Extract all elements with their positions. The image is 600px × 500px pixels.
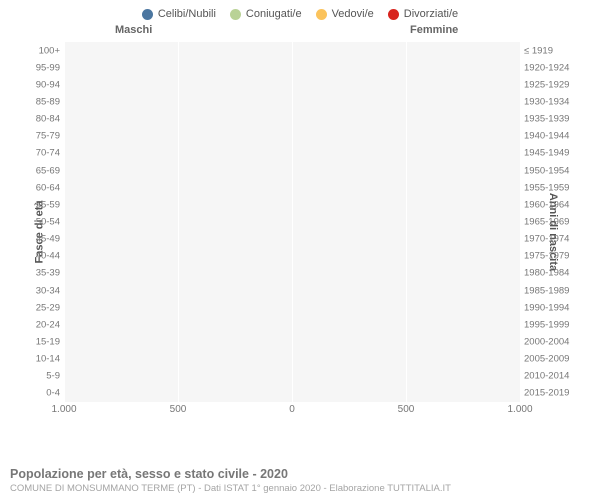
age-label: 25-29 [36, 303, 60, 313]
age-label: 35-39 [36, 269, 60, 279]
age-label: 30-34 [36, 286, 60, 296]
legend-swatch [230, 9, 241, 20]
legend-label: Vedovi/e [332, 8, 374, 20]
legend-swatch [316, 9, 327, 20]
pyramid-row [64, 351, 520, 368]
age-label: 55-59 [36, 200, 60, 210]
legend-item: Celibi/Nubili [142, 8, 216, 20]
birth-year-label: 1970-1974 [524, 234, 569, 244]
pyramid-row [64, 316, 520, 333]
pyramid-row [64, 333, 520, 350]
legend-label: Divorziati/e [404, 8, 458, 20]
birth-year-label: 1930-1934 [524, 97, 569, 107]
x-tick-label: 1.000 [507, 404, 532, 415]
birth-year-label: 1985-1989 [524, 286, 569, 296]
birth-year-label: 1950-1954 [524, 166, 569, 176]
pyramid-row [64, 265, 520, 282]
birth-year-label: ≤ 1919 [524, 46, 553, 56]
legend: Celibi/Nubili Coniugati/e Vedovi/e Divorzia… [0, 0, 600, 24]
birth-year-labels: 2015-2019 2010-2014 2005-2009 2000-2004 1995… [524, 42, 580, 422]
pyramid-row [64, 59, 520, 76]
birth-year-label: 2015-2019 [524, 389, 569, 399]
pyramid-row [64, 248, 520, 265]
chart-source: COMUNE DI MONSUMMANO TERME (PT) - Dati I… [10, 483, 590, 494]
pyramid-row [64, 128, 520, 145]
age-label: 100+ [39, 46, 60, 56]
pyramid-row [64, 299, 520, 316]
birth-year-label: 1940-1944 [524, 132, 569, 142]
gender-headers: Maschi Femmine [0, 24, 600, 42]
pyramid-row [64, 42, 520, 59]
birth-year-label: 1955-1959 [524, 183, 569, 193]
legend-label: Coniugati/e [246, 8, 302, 20]
birth-year-label: 1920-1924 [524, 63, 569, 73]
legend-item: Vedovi/e [316, 8, 374, 20]
birth-year-label: 1975-1979 [524, 252, 569, 262]
birth-year-label: 1965-1969 [524, 217, 569, 227]
birth-year-label: 1960-1964 [524, 200, 569, 210]
pyramid-row [64, 196, 520, 213]
pyramid-row [64, 213, 520, 230]
header-male: Maschi [115, 24, 152, 36]
birth-year-label: 1995-1999 [524, 320, 569, 330]
age-label: 50-54 [36, 217, 60, 227]
birth-year-label: 2010-2014 [524, 372, 569, 382]
legend-swatch [142, 9, 153, 20]
age-label: 85-89 [36, 97, 60, 107]
age-label: 65-69 [36, 166, 60, 176]
birth-year-label: 1990-1994 [524, 303, 569, 313]
legend-swatch [388, 9, 399, 20]
x-tick-label: 500 [398, 404, 415, 415]
pyramid-row [64, 385, 520, 402]
chart-title: Popolazione per età, sesso e stato civil… [10, 467, 590, 481]
legend-item: Coniugati/e [230, 8, 302, 20]
pyramid-row [64, 76, 520, 93]
age-label: 70-74 [36, 149, 60, 159]
age-label: 80-84 [36, 114, 60, 124]
age-label: 40-44 [36, 252, 60, 262]
x-axis: 1.00050005001.000 [64, 402, 520, 422]
birth-year-label: 1980-1984 [524, 269, 569, 279]
age-label: 20-24 [36, 320, 60, 330]
age-label: 10-14 [36, 354, 60, 364]
pyramid-row [64, 231, 520, 248]
age-label: 95-99 [36, 63, 60, 73]
pyramid-row [64, 111, 520, 128]
age-label: 60-64 [36, 183, 60, 193]
grid-line [520, 42, 521, 402]
legend-label: Celibi/Nubili [158, 8, 216, 20]
chart-container: Celibi/Nubili Coniugati/e Vedovi/e Divorzia… [0, 0, 600, 500]
pyramid-row [64, 179, 520, 196]
age-label: 90-94 [36, 80, 60, 90]
pyramid-row [64, 145, 520, 162]
age-label: 0-4 [46, 389, 60, 399]
birth-year-label: 1935-1939 [524, 114, 569, 124]
age-labels: 0-4 5-9 10-14 15-19 20-24 25-29 30-34 35-39 40-4… [24, 42, 60, 422]
header-female: Femmine [410, 24, 458, 36]
plot-region [64, 42, 520, 402]
pyramid-row [64, 368, 520, 385]
legend-item: Divorziati/e [388, 8, 458, 20]
footer: Popolazione per età, sesso e stato civil… [10, 467, 590, 494]
x-tick-label: 500 [170, 404, 187, 415]
pyramid-row [64, 282, 520, 299]
birth-year-label: 2000-2004 [524, 337, 569, 347]
age-label: 5-9 [46, 372, 60, 382]
age-label: 75-79 [36, 132, 60, 142]
pyramid-row [64, 93, 520, 110]
x-tick-label: 1.000 [51, 404, 76, 415]
chart-area: Fasce di età Anni di nascita 0-45-910-14… [0, 42, 600, 422]
pyramid-row [64, 162, 520, 179]
birth-year-label: 2005-2009 [524, 354, 569, 364]
age-label: 45-49 [36, 234, 60, 244]
birth-year-label: 1945-1949 [524, 149, 569, 159]
age-label: 15-19 [36, 337, 60, 347]
x-tick-label: 0 [289, 404, 295, 415]
birth-year-label: 1925-1929 [524, 80, 569, 90]
